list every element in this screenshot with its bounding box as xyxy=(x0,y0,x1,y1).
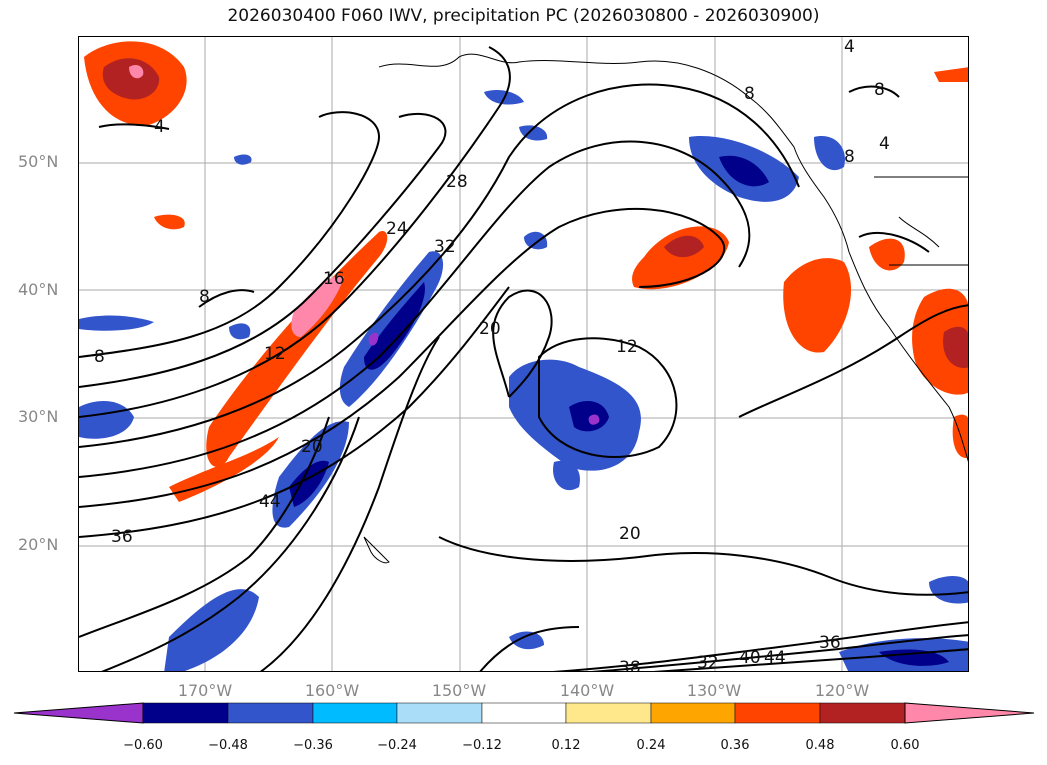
contour-label: 8 xyxy=(199,287,210,307)
colorbar-segment xyxy=(312,702,398,724)
colorbar-tick: 0.36 xyxy=(720,738,750,753)
colorbar-segment xyxy=(819,702,906,724)
negative-anomaly-regions xyxy=(79,90,968,671)
contour-labels: 4 4 8 8 8 8 8 12 12 16 20 20 20 24 28 32… xyxy=(94,37,890,672)
contour-label: 36 xyxy=(111,527,133,547)
map-panel[interactable]: 4 4 8 8 8 8 8 12 12 16 20 20 20 24 28 32… xyxy=(78,36,969,672)
contour-label: 36 xyxy=(819,633,841,653)
colorbar-tick: −0.12 xyxy=(462,738,502,753)
colorbar-segment xyxy=(396,702,483,724)
lat-label-30n: 30°N xyxy=(18,407,59,426)
colorbar-tick: −0.60 xyxy=(123,738,163,753)
colorbar-tick: 0.60 xyxy=(890,738,920,753)
contour-label: 20 xyxy=(479,319,501,339)
contour-label: 16 xyxy=(323,269,345,289)
coastlines xyxy=(363,53,968,564)
colorbar-tick: 0.12 xyxy=(551,738,581,753)
contour-label: 38 xyxy=(619,658,641,672)
contour-label: 20 xyxy=(619,524,641,544)
colorbar-tick: −0.36 xyxy=(293,738,333,753)
lat-label-40n: 40°N xyxy=(18,280,59,299)
contour-label: 20 xyxy=(301,437,323,457)
colorbar-extend-low xyxy=(13,702,144,724)
colorbar-segment xyxy=(650,702,736,724)
contour-label: 40 xyxy=(739,648,761,668)
colorbar-segment xyxy=(734,702,821,724)
map-canvas: 4 4 8 8 8 8 8 12 12 16 20 20 20 24 28 32… xyxy=(79,37,968,672)
colorbar-tick: 0.48 xyxy=(805,738,835,753)
positive-anomaly-regions xyxy=(84,41,968,502)
iwv-contours xyxy=(79,46,968,671)
colorbar-segment xyxy=(227,702,314,724)
contour-label: 32 xyxy=(697,653,719,672)
lon-label-120w: 120°W xyxy=(814,681,870,700)
colorbar-tick: −0.24 xyxy=(377,738,417,753)
lon-label-140w: 140°W xyxy=(559,681,615,700)
colorbar-segment xyxy=(142,702,229,724)
lon-label-160w: 160°W xyxy=(304,681,360,700)
contour-label: 12 xyxy=(264,344,286,364)
colorbar-segment xyxy=(565,702,652,724)
contour-label: 24 xyxy=(386,219,408,239)
colorbar-tick: 0.24 xyxy=(636,738,666,753)
contour-label: 4 xyxy=(844,37,855,57)
contour-label: 44 xyxy=(764,648,786,668)
colorbar xyxy=(13,702,1035,724)
contour-label: 8 xyxy=(844,147,855,167)
lon-label-150w: 150°W xyxy=(431,681,487,700)
contour-label: 32 xyxy=(434,237,456,257)
contour-label: 44 xyxy=(259,492,281,512)
contour-label: 4 xyxy=(879,134,890,154)
contour-label: 8 xyxy=(94,347,105,367)
contour-label: 4 xyxy=(154,117,165,137)
colorbar-extend-high xyxy=(904,702,1035,724)
map-title: 2026030400 F060 IWV, precipitation PC (2… xyxy=(227,6,820,26)
contour-label: 8 xyxy=(744,84,755,104)
contour-label: 12 xyxy=(616,337,638,357)
contour-label: 8 xyxy=(874,80,885,100)
lon-label-170w: 170°W xyxy=(177,681,233,700)
colorbar-tick: −0.48 xyxy=(208,738,248,753)
contour-label: 28 xyxy=(446,172,468,192)
lat-label-50n: 50°N xyxy=(18,152,59,171)
colorbar-segment xyxy=(481,702,567,724)
lon-label-130w: 130°W xyxy=(686,681,742,700)
lat-label-20n: 20°N xyxy=(18,535,59,554)
